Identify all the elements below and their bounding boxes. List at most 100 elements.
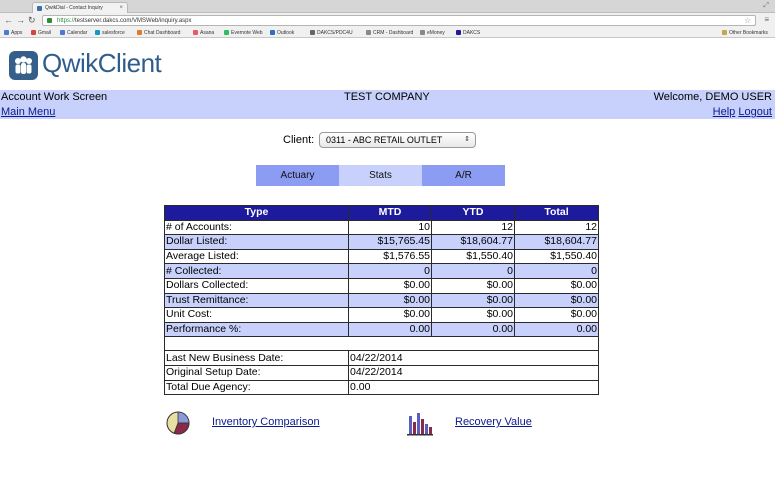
url-path: testserver.dakcs.com/VMSWeb/inquiry.aspx xyxy=(75,18,192,24)
table-row: # Collected: 0 0 0 xyxy=(164,263,599,279)
row-label: Trust Remittance: xyxy=(164,292,349,309)
bookmark-item[interactable]: Asana xyxy=(193,29,214,37)
bookmark-label: CRM - Dashboard xyxy=(373,30,414,36)
window-resize-icon[interactable]: ⤢ xyxy=(763,2,769,9)
row-label: Average Listed: xyxy=(164,248,349,265)
inventory-comparison-link[interactable]: Inventory Comparison xyxy=(212,416,320,428)
cell-ytd: $18,604.77 xyxy=(431,234,515,250)
table-row: Trust Remittance: $0.00 $0.00 $0.00 xyxy=(164,292,599,309)
tab-actuary[interactable]: Actuary xyxy=(256,165,339,186)
bookmarks-bar: Other Bookmarks Apps Gmail Calendar salesfo… xyxy=(0,28,775,38)
bookmark-item[interactable]: DAKCS/PDC4U xyxy=(310,29,353,37)
bookmark-item[interactable]: Chat Dashboard xyxy=(137,29,180,37)
cell-mtd: 0 xyxy=(348,263,432,279)
browser-toolbar: ← → ↻ https://testserver.dakcs.com/VMSWe… xyxy=(0,13,775,28)
spacer-cell xyxy=(164,336,599,352)
tab-stats[interactable]: Stats xyxy=(339,165,422,186)
qwikclient-logo-icon xyxy=(9,51,38,80)
client-label: Client: xyxy=(283,134,315,146)
bookmark-item[interactable]: Evernote Web xyxy=(224,29,263,37)
bookmark-label: DAKCS/PDC4U xyxy=(317,30,353,36)
bookmark-item[interactable]: CRM - Dashboard xyxy=(366,29,413,37)
star-icon[interactable]: ☆ xyxy=(743,16,751,25)
bookmark-icon xyxy=(456,30,461,35)
cell-total: $1,550.40 xyxy=(514,248,599,265)
bookmark-label: salesforce xyxy=(102,30,125,36)
bookmark-item[interactable]: Apps xyxy=(4,29,22,37)
table-row: Dollar Listed: $15,765.45 $18,604.77 $18,60… xyxy=(164,234,599,250)
main-menu-link[interactable]: Main Menu xyxy=(1,106,56,118)
logout-link[interactable]: Logout xyxy=(738,106,772,118)
favicon-icon xyxy=(37,6,42,11)
bookmark-icon xyxy=(366,30,371,35)
client-select[interactable]: 0311 - ABC RETAIL OUTLET ⇕ xyxy=(319,132,476,148)
info-value: 0.00 xyxy=(348,379,599,396)
bookmark-icon xyxy=(95,30,100,35)
row-label: # Collected: xyxy=(164,263,349,279)
header-mtd: MTD xyxy=(348,205,432,221)
bookmark-item[interactable]: Gmail xyxy=(31,29,51,37)
logo-text: QwikClient xyxy=(42,48,162,78)
info-label: Total Due Agency: xyxy=(164,379,349,396)
client-selected-value: 0311 - ABC RETAIL OUTLET xyxy=(326,135,443,145)
welcome-text: Welcome, DEMO USER xyxy=(653,91,772,103)
browser-tab[interactable]: QwikDial - Contact Inquiry × xyxy=(32,2,128,13)
bookmark-item[interactable]: Outlook xyxy=(270,29,294,37)
other-bookmarks[interactable]: Other Bookmarks xyxy=(722,29,768,37)
close-tab-icon[interactable]: × xyxy=(119,5,123,11)
table-row: # of Accounts: 10 12 12 xyxy=(164,219,599,236)
cell-ytd: $1,550.40 xyxy=(431,248,515,265)
browser-menu-icon[interactable]: ≡ xyxy=(764,15,769,24)
cell-ytd: $0.00 xyxy=(431,307,515,323)
info-row: Last New Business Date: 04/22/2014 xyxy=(164,350,599,366)
tab-ar[interactable]: A/R xyxy=(422,165,505,186)
bookmark-item[interactable]: DAKCS xyxy=(456,29,480,37)
cell-ytd: 0 xyxy=(431,263,515,279)
header-band: Account Work Screen TEST COMPANY Welcome… xyxy=(0,90,775,119)
cell-ytd: $0.00 xyxy=(431,277,515,294)
cell-mtd: $0.00 xyxy=(348,292,432,309)
info-row: Total Due Agency: 0.00 xyxy=(164,379,599,396)
header-type: Type xyxy=(164,205,349,221)
back-icon[interactable]: ← xyxy=(4,15,13,25)
bookmark-icon xyxy=(31,30,36,35)
company-name: TEST COMPANY xyxy=(344,91,430,103)
row-label: Dollar Listed: xyxy=(164,234,349,250)
bar-chart-icon[interactable] xyxy=(406,410,434,441)
stats-table: Type MTD YTD Total # of Accounts: 10 12 12 D… xyxy=(164,205,599,396)
cell-mtd: $1,576.55 xyxy=(348,248,432,265)
bookmark-label: Apps xyxy=(11,30,23,36)
bookmark-label: eMoney xyxy=(427,30,445,36)
header-total: Total xyxy=(514,205,599,221)
lock-icon xyxy=(47,18,52,23)
help-link[interactable]: Help xyxy=(712,106,736,118)
row-label: Unit Cost: xyxy=(164,307,349,323)
cell-mtd: 10 xyxy=(348,219,432,236)
pie-chart-icon[interactable] xyxy=(165,410,191,441)
info-label: Last New Business Date: xyxy=(164,350,349,366)
row-label: Dollars Collected: xyxy=(164,277,349,294)
table-row: Performance %: 0.00 0.00 0.00 xyxy=(164,321,599,338)
cell-total: 0.00 xyxy=(514,321,599,338)
forward-icon[interactable]: → xyxy=(16,15,25,25)
bookmark-item[interactable]: salesforce xyxy=(95,29,125,37)
bookmark-icon xyxy=(224,30,229,35)
bookmark-icon xyxy=(137,30,142,35)
table-header-row: Type MTD YTD Total xyxy=(164,205,599,221)
reload-icon[interactable]: ↻ xyxy=(28,15,36,25)
info-value: 04/22/2014 xyxy=(348,364,599,381)
header-links: Help Logout xyxy=(713,106,772,119)
info-label: Original Setup Date: xyxy=(164,364,349,381)
bookmark-label: Gmail xyxy=(38,30,52,36)
bookmark-label: Calendar xyxy=(67,30,88,36)
cell-ytd: 12 xyxy=(431,219,515,236)
address-bar[interactable]: https://testserver.dakcs.com/VMSWeb/inqu… xyxy=(42,15,756,26)
bookmark-icon xyxy=(420,30,425,35)
bookmark-item[interactable]: eMoney xyxy=(420,29,445,37)
bookmark-item[interactable]: Calendar xyxy=(60,29,87,37)
info-row: Original Setup Date: 04/22/2014 xyxy=(164,364,599,381)
cell-total: 12 xyxy=(514,219,599,236)
tab-title: QwikDial - Contact Inquiry xyxy=(45,5,103,11)
recovery-value-link[interactable]: Recovery Value xyxy=(455,416,532,428)
info-value: 04/22/2014 xyxy=(348,350,599,366)
